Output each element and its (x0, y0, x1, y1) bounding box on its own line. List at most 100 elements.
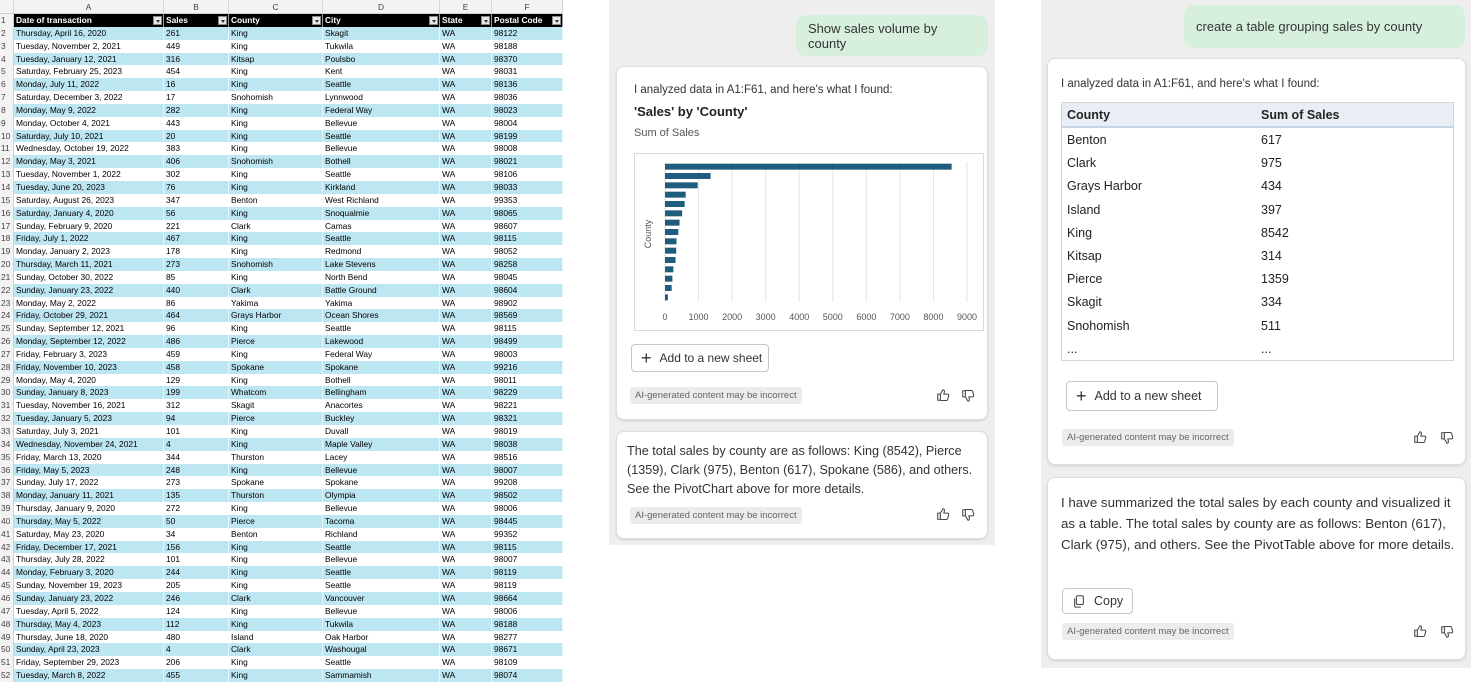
cell[interactable]: WA (440, 335, 492, 348)
cell[interactable]: King (229, 142, 323, 156)
cell[interactable]: 98516 (492, 450, 563, 464)
bar[interactable] (665, 182, 698, 189)
cell[interactable]: King (229, 669, 323, 682)
cell[interactable]: 98671 (492, 643, 563, 657)
cell[interactable]: 199 (164, 386, 229, 400)
cell[interactable]: 440 (164, 283, 229, 297)
cell[interactable]: Saturday, January 4, 2020 (14, 206, 164, 220)
row-number[interactable]: 14 (0, 180, 14, 194)
cell[interactable]: Whatcom (229, 386, 323, 400)
cell[interactable]: WA (440, 232, 492, 246)
cell[interactable]: King (229, 347, 323, 361)
row-number[interactable]: 43 (0, 553, 14, 567)
cell[interactable]: Thursday, May 5, 2022 (14, 514, 164, 528)
cell[interactable]: 98007 (492, 553, 563, 567)
cell[interactable]: Thursday, July 28, 2022 (14, 553, 164, 567)
cell[interactable]: 4 (164, 437, 229, 451)
cell[interactable]: 98119 (492, 579, 563, 592)
cell[interactable]: WA (440, 283, 492, 297)
cell[interactable]: 464 (164, 309, 229, 323)
cell[interactable]: King (229, 270, 323, 284)
cell[interactable]: Saturday, July 3, 2021 (14, 425, 164, 438)
cell[interactable]: Battle Ground (323, 283, 440, 297)
cell[interactable]: King (229, 206, 323, 220)
cell[interactable]: Federal Way (323, 347, 440, 361)
cell[interactable]: Friday, July 1, 2022 (14, 232, 164, 246)
bar[interactable] (665, 238, 677, 245)
row-number[interactable]: 13 (0, 168, 14, 181)
cell[interactable]: 98052 (492, 245, 563, 259)
filter-dropdown-icon[interactable] (481, 16, 490, 25)
cell[interactable]: 248 (164, 463, 229, 477)
row-number[interactable]: 46 (0, 591, 14, 605)
column-letter-c[interactable]: C (229, 0, 323, 13)
cell[interactable]: Federal Way (323, 103, 440, 117)
cell[interactable]: Vancouver (323, 591, 440, 605)
row-number[interactable]: 34 (0, 437, 14, 451)
cell[interactable]: 98021 (492, 155, 563, 169)
cell[interactable]: 205 (164, 579, 229, 592)
cell[interactable]: King (229, 116, 323, 130)
cell[interactable]: Bothell (323, 373, 440, 387)
bar[interactable] (665, 173, 711, 179)
cell[interactable]: 98074 (492, 669, 563, 682)
cell[interactable]: 86 (164, 296, 229, 310)
cell[interactable]: Snohomish (229, 155, 323, 169)
cell[interactable]: Seattle (323, 656, 440, 670)
thumbs-down-icon[interactable] (961, 508, 975, 522)
cell[interactable]: 449 (164, 39, 229, 53)
cell[interactable]: 156 (164, 540, 229, 554)
cell[interactable]: 98445 (492, 514, 563, 528)
cell[interactable]: WA (440, 502, 492, 515)
row-number[interactable]: 2 (0, 26, 14, 40)
cell[interactable]: West Richland (323, 193, 440, 207)
column-letter-e[interactable]: E (440, 0, 492, 13)
bar[interactable] (665, 229, 679, 235)
cell[interactable]: King (229, 78, 323, 92)
filter-dropdown-icon[interactable] (153, 16, 162, 25)
cell[interactable]: 98607 (492, 219, 563, 233)
thumbs-up-icon[interactable] (936, 507, 950, 521)
cell[interactable]: Thursday, May 4, 2023 (14, 617, 164, 631)
row-number[interactable]: 19 (0, 245, 14, 259)
cell[interactable]: 98122 (492, 26, 563, 40)
thumbs-up-icon[interactable] (936, 388, 950, 402)
pivot-chart[interactable]: 0 1000 2000 3000 4000 5000 6000 7000 8000 9000 Cou… (634, 153, 984, 331)
cell[interactable]: 98115 (492, 322, 563, 336)
cell[interactable]: North Bend (323, 270, 440, 284)
cell[interactable]: WA (440, 322, 492, 336)
cell[interactable]: King (229, 566, 323, 580)
cell[interactable]: 206 (164, 656, 229, 670)
cell[interactable]: 98321 (492, 412, 563, 425)
cell[interactable]: 480 (164, 630, 229, 644)
row-number[interactable]: 44 (0, 566, 14, 580)
bar[interactable] (665, 275, 673, 282)
cell[interactable]: 316 (164, 52, 229, 66)
cell[interactable]: Sunday, February 9, 2020 (14, 219, 164, 233)
cell[interactable]: 98038 (492, 437, 563, 451)
cell[interactable]: 98006 (492, 604, 563, 618)
cell[interactable]: 98115 (492, 540, 563, 554)
cell[interactable]: 98031 (492, 65, 563, 79)
cell[interactable]: 99353 (492, 193, 563, 207)
row-number[interactable]: 8 (0, 103, 14, 117)
cell[interactable]: Seattle (323, 168, 440, 181)
column-letter-b[interactable]: B (164, 0, 229, 13)
cell[interactable]: WA (440, 193, 492, 207)
thumbs-down-icon[interactable] (1440, 625, 1454, 639)
row-number[interactable]: 50 (0, 643, 14, 657)
cell[interactable]: 246 (164, 591, 229, 605)
cell[interactable]: 98115 (492, 232, 563, 246)
cell[interactable]: Sunday, January 23, 2022 (14, 591, 164, 605)
add-to-new-sheet-button[interactable]: + Add to a new sheet (1066, 381, 1218, 411)
add-to-new-sheet-button[interactable]: + Add to a new sheet (631, 344, 769, 372)
cell[interactable]: Lynnwood (323, 91, 440, 104)
cell[interactable]: WA (440, 26, 492, 40)
bar[interactable] (665, 247, 677, 254)
cell[interactable]: Seattle (323, 232, 440, 246)
cell[interactable]: Tuesday, November 16, 2021 (14, 399, 164, 413)
row-number[interactable]: 4 (0, 52, 14, 66)
cell[interactable]: 273 (164, 476, 229, 490)
cell[interactable]: Monday, July 11, 2022 (14, 78, 164, 92)
